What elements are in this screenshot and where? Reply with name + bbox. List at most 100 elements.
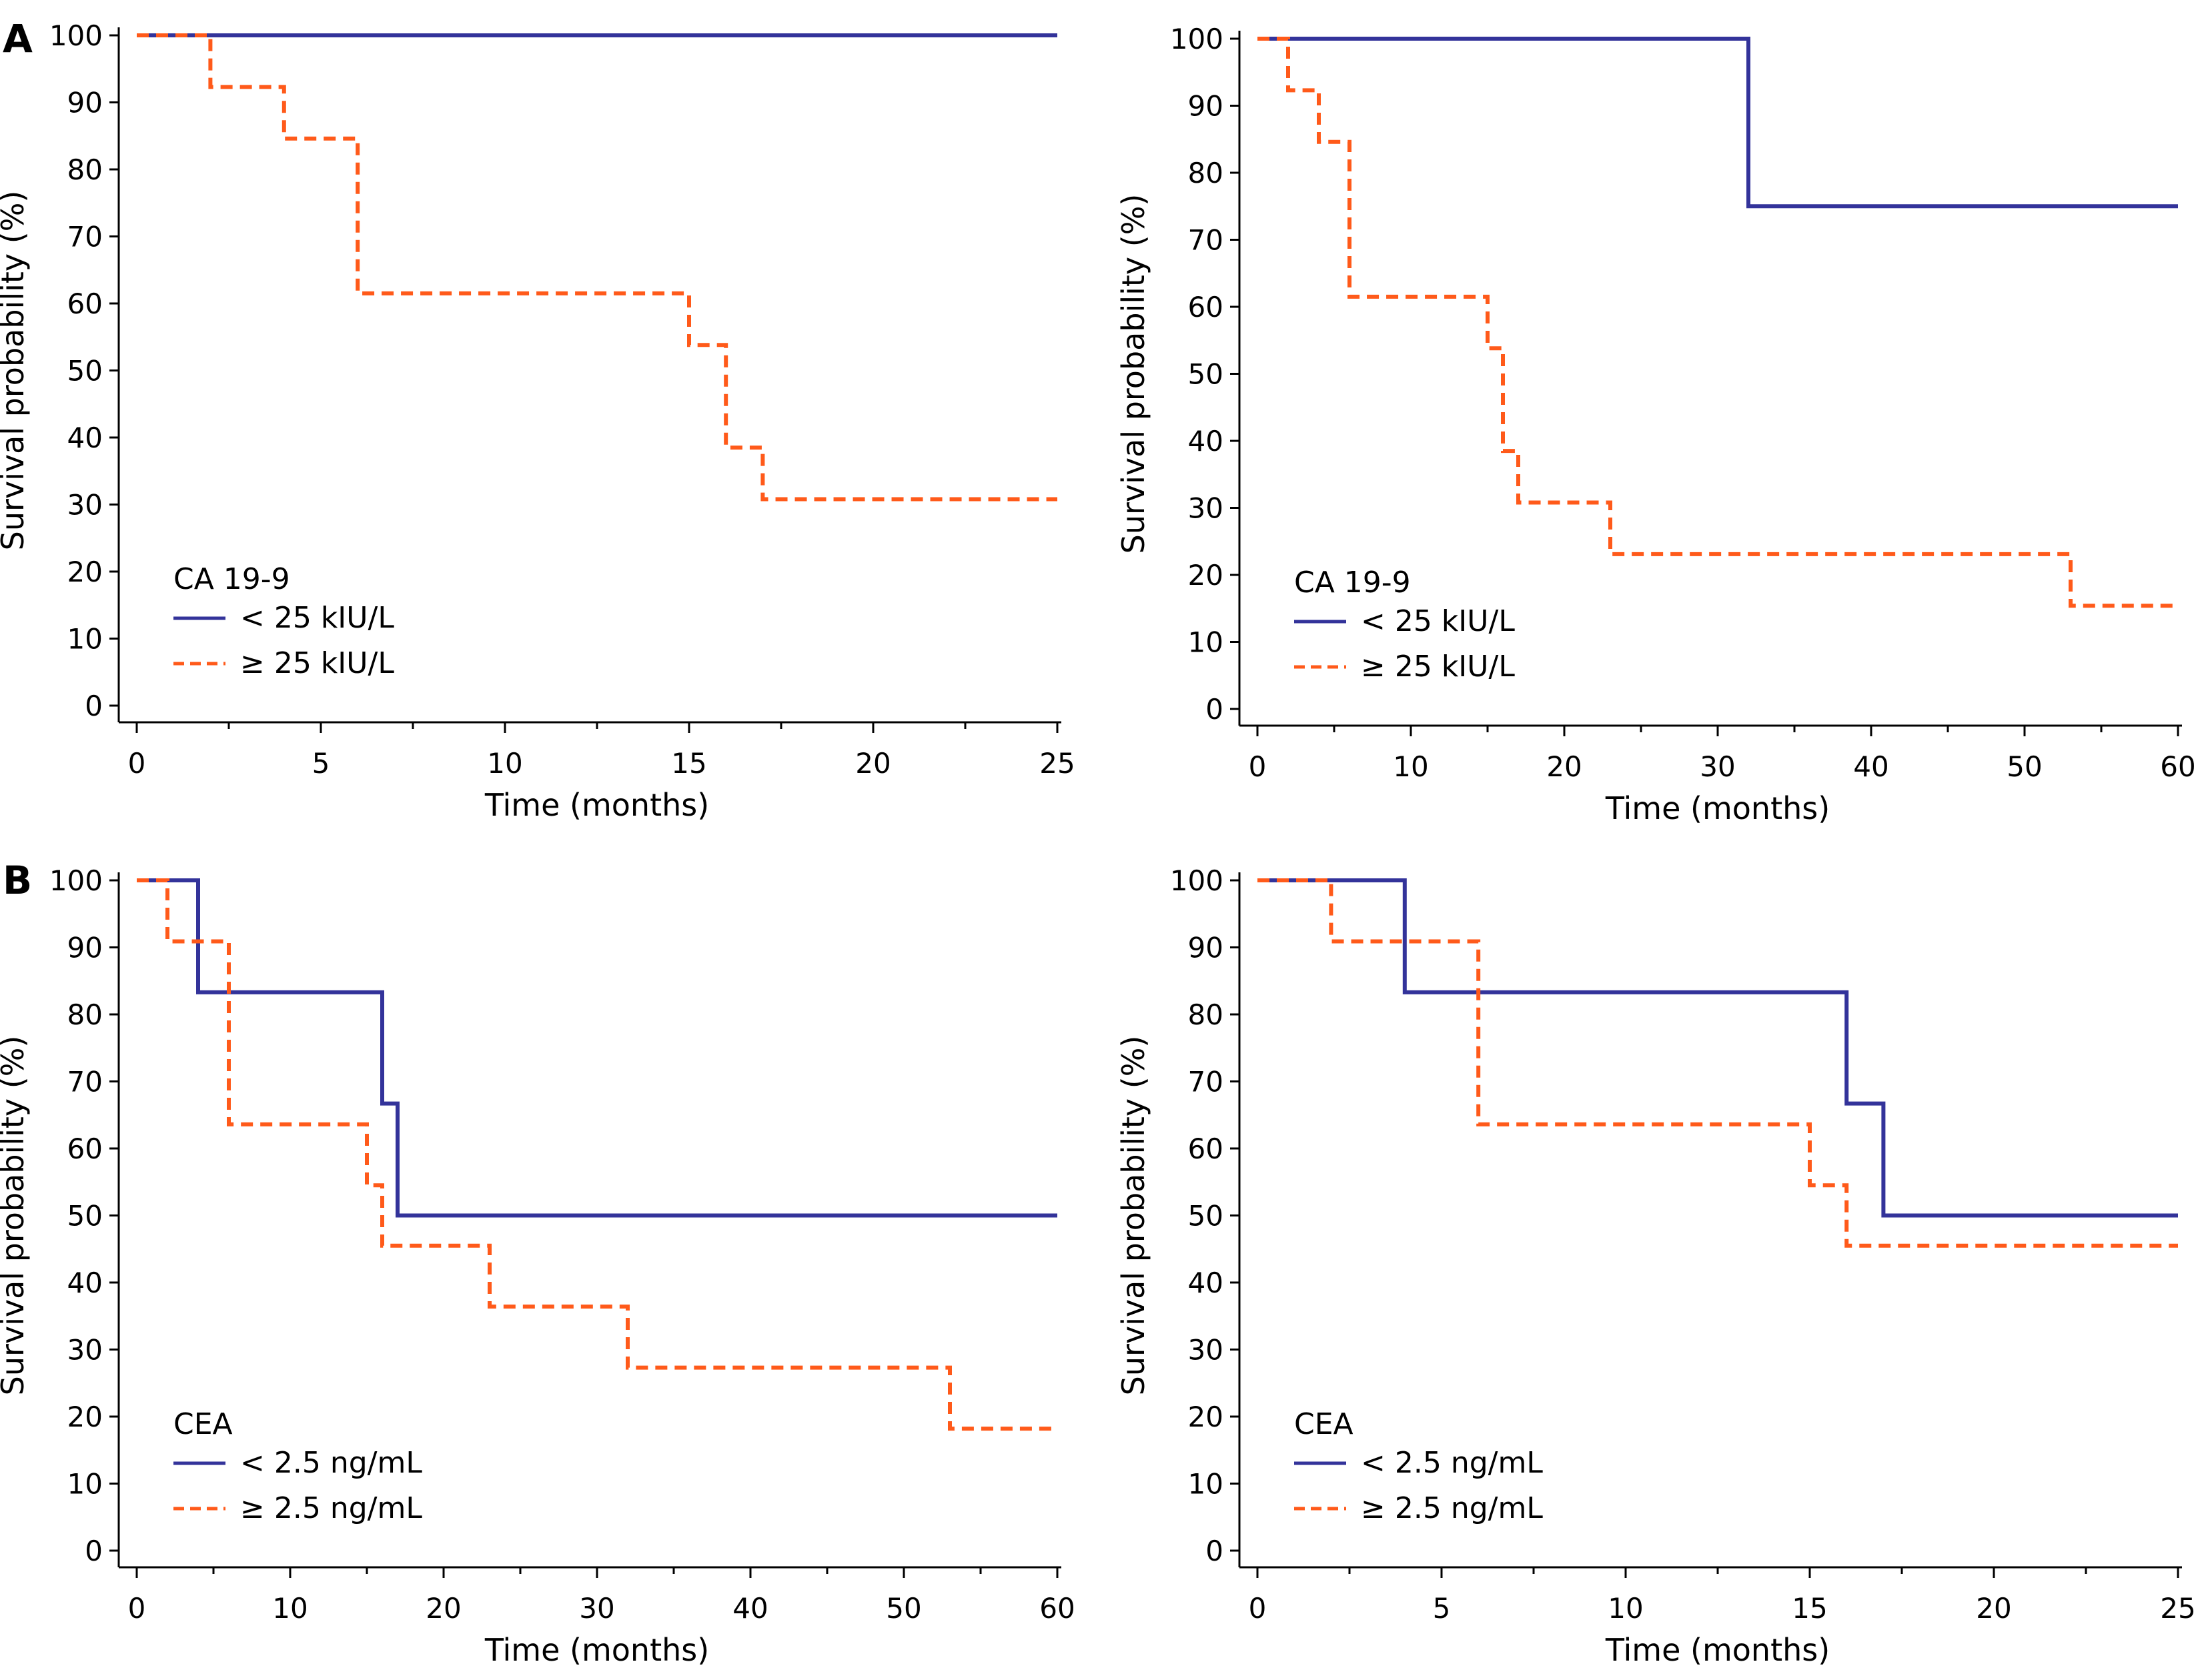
x-tick-label: 10: [487, 747, 522, 780]
x-tick-label: 20: [426, 1592, 461, 1625]
legend-title: CA 19-9: [1294, 566, 1411, 600]
survival-curve-low-group: [137, 878, 1057, 1218]
y-tick-label: 100: [1170, 864, 1223, 897]
survival-curve-high-group: [1257, 37, 2178, 608]
y-tick-label: 60: [1188, 1132, 1223, 1165]
survival-curve-high-group: [137, 878, 1057, 1431]
y-tick-label: 70: [1188, 1066, 1223, 1098]
survival-curve-low-group: [1257, 37, 2178, 209]
y-axis-title: Survival probability (%): [0, 1036, 31, 1396]
x-tick-label: 20: [1976, 1592, 2011, 1625]
legend-label: < 25 kIU/L: [240, 601, 394, 635]
survival-curve-high-group: [1257, 878, 2178, 1248]
y-tick-label: 80: [1188, 157, 1223, 189]
y-tick-label: 50: [1188, 358, 1223, 391]
y-tick-label: 10: [1188, 626, 1223, 659]
y-tick-label: 100: [49, 19, 103, 52]
panel-letter-a: A: [3, 16, 33, 61]
x-axis-title: Time (months): [1605, 1632, 1830, 1668]
y-tick-label: 50: [67, 1200, 103, 1232]
x-tick-label: 0: [1249, 1592, 1267, 1625]
x-tick-label: 10: [1608, 1592, 1643, 1625]
x-tick-label: 10: [272, 1592, 308, 1625]
chart-panel-2: 0 10 20 30 40 50 60 70 80 90 100 0 10 20 30 40 50 60 Time …: [1115, 23, 2196, 826]
x-axis-title: Time (months): [1605, 790, 1830, 826]
y-tick-label: 50: [67, 355, 103, 387]
y-tick-label: 70: [67, 221, 103, 253]
x-tick-label: 15: [1792, 1592, 1827, 1625]
x-tick-label: 30: [579, 1592, 614, 1625]
legend-title: CEA: [173, 1407, 233, 1441]
x-tick-label: 40: [732, 1592, 768, 1625]
y-tick-label: 80: [67, 998, 103, 1031]
y-tick-label: 0: [1205, 693, 1223, 726]
y-axis-title: Survival probability (%): [1115, 194, 1151, 554]
x-tick-label: 30: [1700, 750, 1735, 783]
legend-label: < 2.5 ng/mL: [240, 1446, 422, 1480]
x-tick-label: 20: [855, 747, 891, 780]
y-tick-label: 20: [67, 556, 103, 588]
x-tick-label: 5: [1433, 1592, 1451, 1625]
y-tick-label: 20: [1188, 1401, 1223, 1433]
y-tick-label: 20: [1188, 559, 1223, 592]
x-tick-label: 0: [128, 747, 146, 780]
y-tick-label: 30: [1188, 1334, 1223, 1367]
y-tick-label: 90: [1188, 932, 1223, 964]
y-tick-label: 90: [67, 87, 103, 119]
x-tick-label: 25: [1039, 747, 1075, 780]
y-tick-label: 100: [49, 864, 103, 897]
legend-label: ≥ 2.5 ng/mL: [240, 1491, 422, 1525]
x-tick-label: 50: [886, 1592, 921, 1625]
legend-label: < 2.5 ng/mL: [1361, 1446, 1543, 1480]
y-tick-label: 60: [67, 287, 103, 320]
x-tick-label: 5: [312, 747, 330, 780]
survival-curve-high-group: [137, 33, 1057, 502]
legend-label: ≥ 2.5 ng/mL: [1361, 1491, 1543, 1525]
y-tick-label: 40: [1188, 1267, 1223, 1299]
y-tick-label: 30: [67, 1334, 103, 1367]
y-tick-label: 40: [1188, 425, 1223, 458]
y-tick-label: 60: [67, 1132, 103, 1165]
y-tick-label: 100: [1170, 23, 1223, 55]
y-tick-label: 90: [67, 932, 103, 964]
legend-label: ≥ 25 kIU/L: [1361, 650, 1515, 684]
chart-panel-3: 0 10 20 30 40 50 60 70 80 90 100 0 10 20 30 40 50 60 Time …: [0, 864, 1075, 1668]
y-tick-label: 80: [1188, 998, 1223, 1031]
x-axis-title: Time (months): [484, 1632, 709, 1668]
y-tick-label: 70: [1188, 224, 1223, 257]
panel-letter-b: B: [3, 858, 32, 903]
legend-title: CEA: [1294, 1407, 1353, 1441]
x-tick-label: 15: [671, 747, 706, 780]
y-tick-label: 80: [67, 153, 103, 186]
y-tick-label: 0: [85, 1535, 103, 1567]
y-tick-label: 30: [1188, 492, 1223, 525]
x-tick-label: 40: [1853, 750, 1888, 783]
x-tick-label: 50: [2007, 750, 2042, 783]
x-tick-label: 25: [2160, 1592, 2195, 1625]
legend-title: CA 19-9: [173, 562, 290, 596]
y-tick-label: 10: [1188, 1468, 1223, 1501]
y-tick-label: 60: [1188, 291, 1223, 323]
y-tick-label: 50: [1188, 1200, 1223, 1232]
chart-panel-1: 0 10 20 30 40 50 60 70 80 90 100 0 5 10 15 20 25 Time (mo…: [0, 19, 1075, 823]
chart-panel-4: 0 10 20 30 40 50 60 70 80 90 100 0 5 10 15 20 25 Time (mo…: [1115, 864, 2196, 1668]
y-tick-label: 90: [1188, 90, 1223, 123]
y-tick-label: 10: [67, 623, 103, 656]
y-tick-label: 40: [67, 1267, 103, 1299]
y-tick-label: 70: [67, 1066, 103, 1098]
y-tick-label: 0: [1205, 1535, 1223, 1567]
y-tick-label: 0: [85, 690, 103, 722]
x-tick-label: 20: [1546, 750, 1582, 783]
x-axis-title: Time (months): [484, 787, 709, 823]
x-tick-label: 60: [1039, 1592, 1075, 1625]
x-tick-label: 0: [1249, 750, 1267, 783]
legend-label: < 25 kIU/L: [1361, 604, 1515, 638]
x-tick-label: 10: [1393, 750, 1428, 783]
y-tick-label: 20: [67, 1401, 103, 1433]
y-tick-label: 40: [67, 422, 103, 454]
survival-curve-low-group: [1257, 878, 2178, 1218]
x-tick-label: 60: [2160, 750, 2195, 783]
y-tick-label: 30: [67, 489, 103, 522]
